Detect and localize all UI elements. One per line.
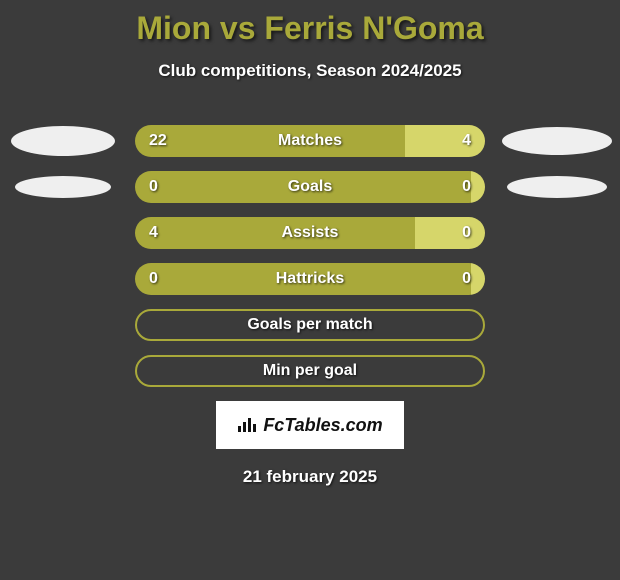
stat-bar: 00Hattricks <box>135 263 485 295</box>
stat-row: Min per goal <box>0 355 620 387</box>
stat-row: 00Hattricks <box>0 263 620 295</box>
bar-right-fill: 0 <box>415 217 485 249</box>
stat-row: 40Assists <box>0 217 620 249</box>
logo-box[interactable]: FcTables.com <box>216 401 404 449</box>
stat-row: 224Matches <box>0 125 620 157</box>
logo: FcTables.com <box>237 415 382 436</box>
stats-area: 224Matches00Goals40Assists00HattricksGoa… <box>0 125 620 387</box>
bars-icon <box>237 416 259 434</box>
right-value: 0 <box>462 224 471 242</box>
bar-left-fill: 0 <box>135 171 471 203</box>
left-value: 4 <box>149 224 158 242</box>
bar-right-fill: 0 <box>471 263 485 295</box>
stat-bar: Goals per match <box>135 309 485 341</box>
logo-text: FcTables.com <box>263 415 382 436</box>
right-value: 0 <box>462 178 471 196</box>
avatar-placeholder-icon <box>507 176 607 198</box>
stat-label: Goals per match <box>137 311 483 339</box>
stat-row: 00Goals <box>0 171 620 203</box>
bar-left-fill: 4 <box>135 217 415 249</box>
date: 21 february 2025 <box>0 467 620 487</box>
stat-row: Goals per match <box>0 309 620 341</box>
stat-label: Min per goal <box>137 357 483 385</box>
subtitle: Club competitions, Season 2024/2025 <box>0 61 620 81</box>
bar-right-fill: 4 <box>405 125 486 157</box>
page-title: Mion vs Ferris N'Goma <box>0 10 620 47</box>
left-value: 0 <box>149 270 158 288</box>
bar-left-fill: 0 <box>135 263 471 295</box>
right-value: 4 <box>462 132 471 150</box>
bar-left-fill: 22 <box>135 125 405 157</box>
avatar-left <box>8 121 118 161</box>
left-value: 0 <box>149 178 158 196</box>
comparison-card: Mion vs Ferris N'Goma Club competitions,… <box>0 0 620 487</box>
avatar-placeholder-icon <box>15 176 111 198</box>
stat-bar: 00Goals <box>135 171 485 203</box>
left-value: 22 <box>149 132 167 150</box>
avatar-right <box>502 167 612 207</box>
stat-bar: 224Matches <box>135 125 485 157</box>
right-value: 0 <box>462 270 471 288</box>
avatar-left <box>8 167 118 207</box>
bar-right-fill: 0 <box>471 171 485 203</box>
avatar-placeholder-icon <box>11 126 115 156</box>
stat-bar: 40Assists <box>135 217 485 249</box>
avatar-right <box>502 121 612 161</box>
stat-bar: Min per goal <box>135 355 485 387</box>
avatar-placeholder-icon <box>502 127 612 155</box>
